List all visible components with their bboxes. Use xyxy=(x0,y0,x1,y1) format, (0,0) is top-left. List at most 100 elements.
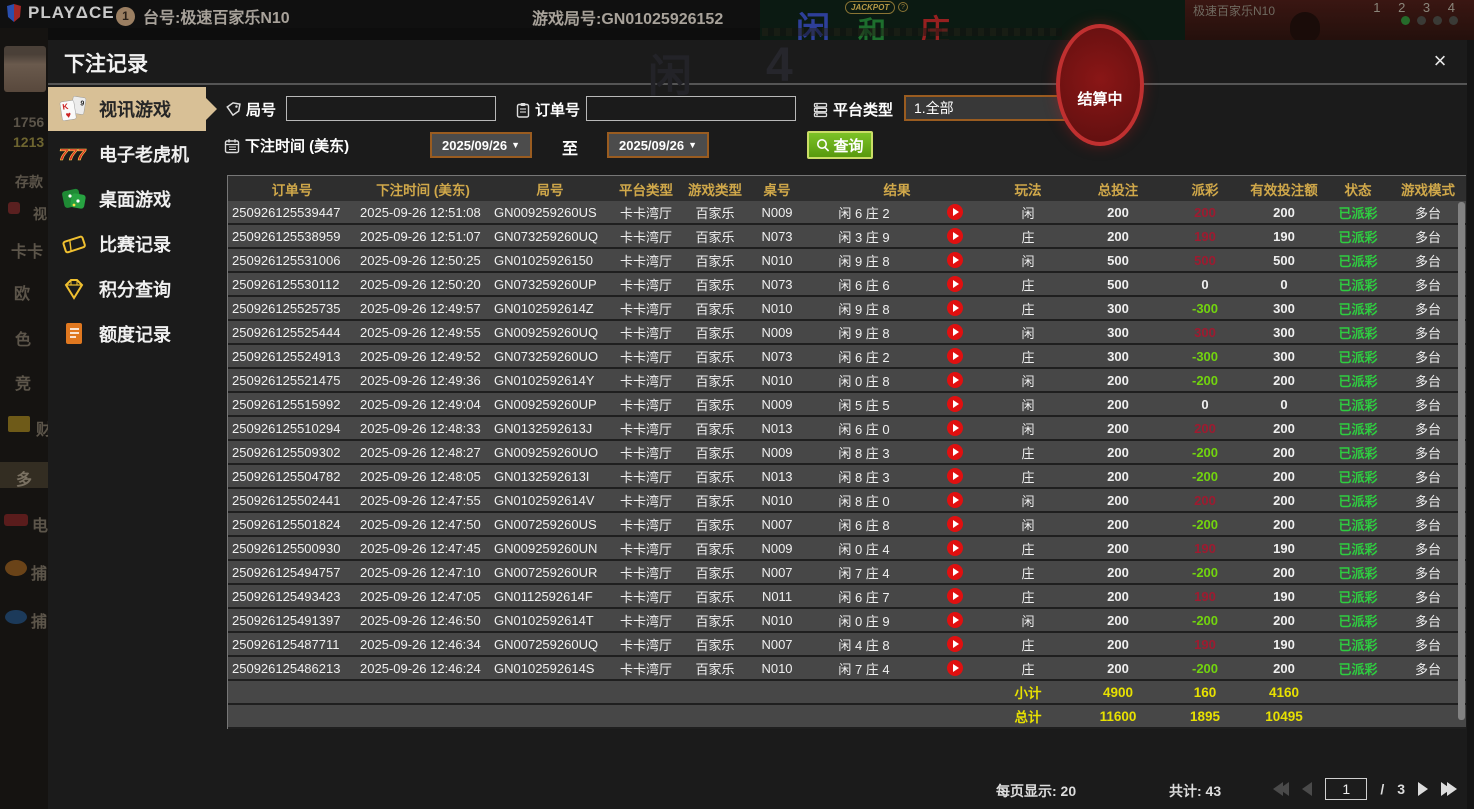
cell-platform: 卡卡湾厅 xyxy=(619,229,672,245)
play-video-icon[interactable] xyxy=(922,609,988,631)
cell-result: 闲 6 庄 0 xyxy=(838,421,890,437)
close-button[interactable]: × xyxy=(1427,48,1453,74)
date-to-picker[interactable]: 2025/09/26 ▼ xyxy=(607,132,709,158)
sidebar-item-label: 电子老虎机 xyxy=(99,145,189,165)
round-input[interactable] xyxy=(286,96,496,121)
grand-total-valid-bet: 10495 xyxy=(1265,708,1303,724)
sidebar-item-slots[interactable]: 777 电子老虎机 xyxy=(48,132,206,176)
prev-page-button[interactable] xyxy=(1302,782,1313,796)
cell-status: 已派彩 xyxy=(1338,613,1378,629)
cell-result: 闲 0 庄 4 xyxy=(838,541,890,557)
cell-play: 庄 xyxy=(1021,277,1035,293)
column-header: 局号 xyxy=(536,182,564,198)
cell-valid_bet: 300 xyxy=(1273,348,1295,364)
video-title: 极速百家乐N10 xyxy=(1193,4,1276,18)
cell-game_type: 百家乐 xyxy=(695,229,735,245)
cell-table_no: N010 xyxy=(761,252,793,268)
cell-round_id: GN007259260UR xyxy=(494,564,598,580)
play-video-icon[interactable] xyxy=(922,369,988,391)
play-video-icon[interactable] xyxy=(922,201,988,223)
jackpot-help-icon: ? xyxy=(898,2,908,12)
cell-game_type: 百家乐 xyxy=(695,637,735,653)
cell-valid_bet: 200 xyxy=(1273,372,1295,388)
sidebar-item-points[interactable]: 积分查询 xyxy=(48,267,206,311)
table-row: 250926125525444 2025-09-26 12:49:55 GN0092… xyxy=(228,321,1466,345)
sidebar-item-match-records[interactable]: 比赛记录 xyxy=(48,222,206,266)
cell-payout: 200 xyxy=(1194,492,1216,508)
play-video-icon[interactable] xyxy=(922,345,988,367)
page-number-input[interactable] xyxy=(1325,778,1368,800)
cell-platform: 卡卡湾厅 xyxy=(619,493,672,509)
play-video-icon[interactable] xyxy=(922,225,988,247)
cell-bet_time: 2025-09-26 12:47:05 xyxy=(360,588,481,604)
cell-bet_time: 2025-09-26 12:48:27 xyxy=(360,444,481,460)
cell-round_id: GN0102592614T xyxy=(494,612,594,628)
cell-game_type: 百家乐 xyxy=(695,589,735,605)
play-video-icon[interactable] xyxy=(922,585,988,607)
cell-play: 闲 xyxy=(1021,493,1035,509)
cell-bet_time: 2025-09-26 12:51:07 xyxy=(360,228,481,244)
cell-table_no: N011 xyxy=(761,588,793,604)
cell-bet_time: 2025-09-26 12:49:55 xyxy=(360,324,481,340)
play-video-icon[interactable] xyxy=(922,441,988,463)
cell-mode: 多台 xyxy=(1414,301,1441,317)
table-scrollbar[interactable] xyxy=(1458,202,1465,720)
cell-play: 闲 xyxy=(1021,613,1035,629)
play-video-icon[interactable] xyxy=(922,489,988,511)
play-video-icon[interactable] xyxy=(922,321,988,343)
cell-mode: 多台 xyxy=(1414,373,1441,389)
play-video-icon[interactable] xyxy=(922,273,988,295)
cell-status: 已派彩 xyxy=(1338,253,1378,269)
cell-play: 庄 xyxy=(1021,637,1035,653)
server-list-icon xyxy=(813,102,828,117)
sidebar-item-credit-records[interactable]: 额度记录 xyxy=(48,312,206,356)
table-row: 250926125509302 2025-09-26 12:48:27 GN0092… xyxy=(228,441,1466,465)
last-page-button[interactable] xyxy=(1441,782,1457,796)
play-video-icon[interactable] xyxy=(922,561,988,583)
jackpot-badge: JACKPOT xyxy=(845,1,896,14)
cell-bet_time: 2025-09-26 12:46:24 xyxy=(360,660,481,676)
cell-payout: -200 xyxy=(1191,468,1219,484)
play-video-icon[interactable] xyxy=(922,633,988,655)
cell-result: 闲 7 庄 4 xyxy=(838,565,890,581)
table-row: 250926125501824 2025-09-26 12:47:50 GN0072… xyxy=(228,513,1466,537)
cell-round_id: GN01025926150 xyxy=(494,252,594,268)
cell-table_no: N013 xyxy=(761,420,793,436)
cell-play: 庄 xyxy=(1021,541,1035,557)
chips-row xyxy=(762,28,1062,36)
cell-bet_time: 2025-09-26 12:49:04 xyxy=(360,396,481,412)
sidebar-item-video-games[interactable]: 9 K ♥ 视讯游戏 xyxy=(48,87,217,131)
cell-round_id: GN009259260UO xyxy=(494,444,599,460)
column-header: 玩法 xyxy=(1014,182,1042,198)
right-edge-strip xyxy=(1467,40,1474,809)
cell-table_no: N007 xyxy=(761,516,793,532)
cell-mode: 多台 xyxy=(1414,253,1441,269)
cell-game_type: 百家乐 xyxy=(695,349,735,365)
svg-text:9: 9 xyxy=(80,100,85,108)
play-video-icon[interactable] xyxy=(922,249,988,271)
order-input[interactable] xyxy=(586,96,796,121)
play-video-icon[interactable] xyxy=(922,417,988,439)
next-page-button[interactable] xyxy=(1418,782,1428,796)
cell-table_no: N009 xyxy=(761,444,793,460)
settling-label: 结算中 xyxy=(1077,90,1123,108)
svg-text:♥: ♥ xyxy=(65,109,72,120)
play-video-icon[interactable] xyxy=(922,297,988,319)
play-video-icon[interactable] xyxy=(922,393,988,415)
search-button[interactable]: 查询 xyxy=(807,131,873,159)
cell-valid_bet: 0 xyxy=(1280,396,1288,412)
first-page-button[interactable] xyxy=(1273,782,1290,796)
play-video-icon[interactable] xyxy=(922,657,988,679)
play-video-icon[interactable] xyxy=(922,513,988,535)
play-video-icon[interactable] xyxy=(922,465,988,487)
rail-item-se: 色 xyxy=(15,332,32,349)
cell-bet_time: 2025-09-26 12:51:08 xyxy=(360,204,481,220)
table-row: 250926125502441 2025-09-26 12:47:55 GN0102… xyxy=(228,489,1466,513)
cell-result: 闲 6 庄 2 xyxy=(838,349,890,365)
play-video-icon[interactable] xyxy=(922,537,988,559)
sidebar-item-table-games[interactable]: 桌面游戏 xyxy=(48,177,206,221)
date-from-picker[interactable]: 2025/09/26 ▼ xyxy=(430,132,532,158)
cell-payout: 0 xyxy=(1201,396,1209,412)
cell-platform: 卡卡湾厅 xyxy=(619,613,672,629)
rail-item-kaka: 卡卡 xyxy=(11,244,44,261)
